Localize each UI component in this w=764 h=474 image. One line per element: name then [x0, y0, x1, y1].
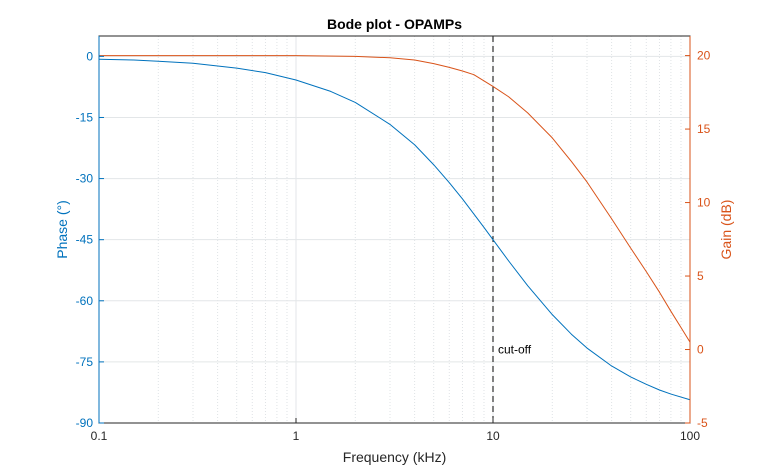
- y-left-tick-label: -60: [76, 294, 94, 308]
- chart-title: Bode plot - OPAMPs: [327, 16, 462, 32]
- y-left-tick-label: -45: [76, 233, 94, 247]
- gain-series-line: [99, 55, 691, 343]
- y-left-tick-label: -90: [76, 416, 94, 430]
- y-right-tick-label: 10: [697, 196, 711, 210]
- y-left-axis-label: Phase (°): [54, 200, 70, 259]
- ticks: 0.1 1 10 100 0 -15 -30 -45 -60 -75 -90 20 15 10 5 0 -5: [76, 36, 711, 443]
- cutoff-group: cut-off: [492, 36, 532, 423]
- y-left-tick-label: 0: [86, 49, 93, 63]
- y-left-tick-label: -75: [76, 355, 94, 369]
- x-axis-label: Frequency (kHz): [343, 449, 446, 465]
- y-left-tick-label: -15: [76, 110, 94, 124]
- y-right-tick-label: 0: [697, 343, 704, 357]
- cutoff-label: cut-off: [498, 343, 532, 357]
- phase-series-line: [98, 58, 691, 401]
- y-right-tick-label: 20: [697, 49, 711, 63]
- y-right-tick-label: 5: [697, 269, 704, 283]
- y-right-axis-label: Gain (dB): [718, 200, 734, 260]
- y-left-tick-label: -30: [76, 172, 94, 186]
- x-tick-label: 1: [293, 429, 300, 443]
- x-tick-label: 10: [486, 429, 500, 443]
- y-right-tick-label: -5: [697, 416, 708, 430]
- x-tick-label: 100: [680, 429, 700, 443]
- y-right-tick-label: 15: [697, 122, 711, 136]
- plot-area: [99, 36, 690, 423]
- series-layer: [98, 55, 691, 401]
- x-tick-label: 0.1: [91, 429, 108, 443]
